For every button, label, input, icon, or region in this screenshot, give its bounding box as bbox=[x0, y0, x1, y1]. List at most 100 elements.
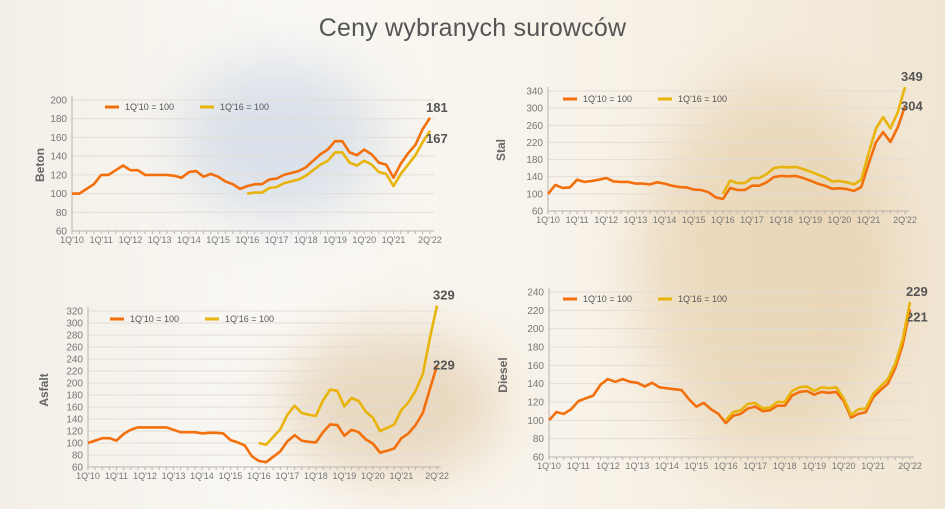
x-tick-label: 1Q'11 bbox=[90, 235, 113, 245]
legend-label: 1Q'10 = 100 bbox=[583, 94, 632, 104]
legend-label: 1Q'10 = 100 bbox=[125, 102, 174, 112]
chart-asfalt: 6080100120140160180200220240260280300320… bbox=[37, 288, 455, 481]
y-tick-label: 100 bbox=[527, 416, 544, 427]
x-tick-label: 1Q'16 bbox=[714, 461, 738, 471]
x-tick-label: 1Q'15 bbox=[219, 471, 243, 481]
x-tick-label: 1Q'19 bbox=[802, 461, 826, 471]
y-tick-label: 120 bbox=[66, 427, 83, 438]
x-tick-label: 1Q'21 bbox=[382, 235, 406, 245]
x-tick-label: 1Q'19 bbox=[798, 215, 822, 225]
x-tick-label: 1Q'10 bbox=[60, 235, 84, 245]
x-tick-label: 1Q'19 bbox=[333, 471, 357, 481]
x-tick-label: 1Q'17 bbox=[276, 471, 300, 481]
y-tick-label: 100 bbox=[50, 189, 67, 200]
y-tick-label: 60 bbox=[72, 463, 84, 474]
legend-label: 1Q'16 = 100 bbox=[225, 314, 274, 324]
x-tick-label: 1Q'15 bbox=[682, 215, 706, 225]
x-tick-label: 1Q'18 bbox=[769, 215, 793, 225]
x-tick-label: 1Q'15 bbox=[684, 461, 708, 471]
legend-label: 1Q'16 = 100 bbox=[678, 294, 727, 304]
y-axis-label: Beton bbox=[33, 148, 47, 182]
x-tick-label: 1Q'11 bbox=[567, 461, 590, 471]
y-tick-label: 200 bbox=[66, 379, 83, 390]
x-tick-label: 1Q'18 bbox=[304, 471, 328, 481]
y-axis-label: Diesel bbox=[496, 357, 510, 392]
x-tick-label: 1Q'12 bbox=[594, 215, 618, 225]
end-value-label: 181 bbox=[426, 100, 448, 115]
series-line-2 bbox=[724, 301, 912, 422]
end-value-label: 304 bbox=[901, 98, 923, 113]
x-tick-label: 2Q'22 bbox=[418, 235, 442, 245]
x-tick-label: 2Q'22 bbox=[893, 215, 917, 225]
x-tick-label: 1Q'17 bbox=[743, 461, 767, 471]
end-value-label: 329 bbox=[433, 288, 455, 303]
x-tick-label: 1Q'18 bbox=[294, 235, 318, 245]
x-tick-label: 1Q'18 bbox=[773, 461, 797, 471]
y-tick-label: 120 bbox=[50, 170, 67, 181]
y-tick-label: 240 bbox=[527, 288, 544, 299]
x-tick-label: 1Q'12 bbox=[596, 461, 620, 471]
y-tick-label: 280 bbox=[66, 331, 83, 342]
y-tick-label: 160 bbox=[527, 361, 544, 372]
y-tick-label: 140 bbox=[527, 379, 544, 390]
x-tick-label: 1Q'11 bbox=[566, 215, 589, 225]
x-tick-label: 1Q'19 bbox=[323, 235, 347, 245]
y-tick-label: 320 bbox=[66, 307, 83, 318]
y-tick-label: 160 bbox=[66, 403, 83, 414]
x-tick-label: 1Q'11 bbox=[105, 471, 128, 481]
y-tick-label: 260 bbox=[66, 343, 83, 354]
x-tick-label: 1Q'10 bbox=[536, 215, 560, 225]
y-tick-label: 180 bbox=[50, 114, 67, 125]
series-line-1 bbox=[72, 117, 432, 195]
y-tick-label: 80 bbox=[56, 208, 68, 219]
y-tick-label: 60 bbox=[532, 207, 544, 218]
series-line-1 bbox=[546, 105, 907, 201]
y-tick-label: 140 bbox=[50, 152, 67, 163]
chart-diesel: 60 80 100 120 140 160 180 200 220 240 1Q'10 1Q'11 1Q… bbox=[496, 284, 928, 471]
y-tick-label: 300 bbox=[526, 104, 543, 115]
end-value-label: 167 bbox=[426, 131, 448, 146]
x-tick-label: 1Q'12 bbox=[119, 235, 143, 245]
y-tick-label: 260 bbox=[526, 121, 543, 132]
y-tick-label: 100 bbox=[66, 439, 83, 450]
page-title: Ceny wybranych surowców bbox=[318, 14, 627, 42]
y-tick-label: 340 bbox=[526, 87, 543, 98]
y-axis-label: Stal bbox=[494, 139, 508, 161]
series-line-1 bbox=[87, 365, 439, 464]
y-tick-label: 80 bbox=[72, 451, 84, 462]
y-tick-label: 180 bbox=[527, 343, 544, 354]
end-value-label: 229 bbox=[433, 358, 455, 373]
legend-label: 1Q'10 = 100 bbox=[130, 314, 179, 324]
y-tick-label: 140 bbox=[526, 172, 543, 183]
x-tick-label: 1Q'20 bbox=[352, 235, 376, 245]
end-value-label: 349 bbox=[901, 69, 923, 84]
y-tick-label: 200 bbox=[527, 324, 544, 335]
y-tick-label: 220 bbox=[527, 306, 544, 317]
x-tick-label: 1Q'20 bbox=[828, 215, 852, 225]
x-tick-label: 1Q'15 bbox=[206, 235, 230, 245]
x-tick-label: 1Q'20 bbox=[361, 471, 385, 481]
end-value-label: 221 bbox=[906, 309, 928, 324]
x-tick-label: 1Q'20 bbox=[832, 461, 856, 471]
series-line-2 bbox=[258, 305, 439, 447]
legend-label: 1Q'16 = 100 bbox=[220, 102, 269, 112]
x-tick-label: 1Q'10 bbox=[537, 461, 561, 471]
x-tick-label: 1Q'14 bbox=[655, 461, 679, 471]
legend-label: 1Q'10 = 100 bbox=[583, 294, 632, 304]
x-tick-label: 1Q'13 bbox=[162, 471, 186, 481]
y-tick-label: 240 bbox=[66, 355, 83, 366]
series-line-2 bbox=[721, 86, 907, 195]
x-tick-label: 1Q'13 bbox=[624, 215, 648, 225]
x-tick-label: 1Q'17 bbox=[265, 235, 289, 245]
legend-label: 1Q'16 = 100 bbox=[678, 94, 727, 104]
x-tick-label: 1Q'16 bbox=[247, 471, 271, 481]
x-tick-label: 2Q'22 bbox=[425, 471, 449, 481]
x-tick-label: 1Q'16 bbox=[711, 215, 735, 225]
x-tick-label: 1Q'21 bbox=[861, 461, 885, 471]
x-tick-label: 1Q'16 bbox=[235, 235, 259, 245]
y-tick-label: 140 bbox=[66, 415, 83, 426]
x-tick-label: 1Q'14 bbox=[177, 235, 201, 245]
y-axis-label: Asfalt bbox=[37, 373, 51, 406]
chart-stal: 60 100 140 180 220 260 300 340 1Q'10 1Q'11 1Q'12 1Q… bbox=[494, 69, 923, 225]
y-tick-label: 180 bbox=[66, 391, 83, 402]
